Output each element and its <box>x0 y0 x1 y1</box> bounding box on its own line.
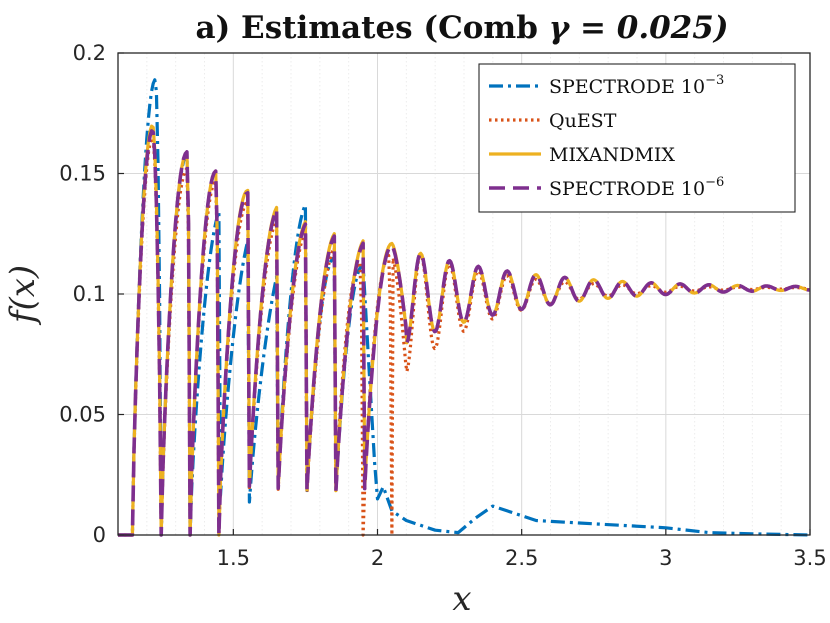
x-tick-label: 2.5 <box>505 546 538 570</box>
data-point <box>277 205 281 209</box>
legend-label: SPECTRODE 10−3 <box>549 73 724 98</box>
legend-label: QuEST <box>549 110 617 132</box>
legend-label: MIXANDMIX <box>549 144 675 166</box>
data-point <box>306 200 310 204</box>
data-point <box>151 123 155 127</box>
y-tick-label: 0.15 <box>59 162 106 186</box>
data-point <box>257 215 261 219</box>
data-point <box>364 239 368 243</box>
data-point <box>185 150 189 154</box>
y-tick-label: 0.2 <box>73 41 106 65</box>
x-tick-label: 3.5 <box>793 546 826 570</box>
title-gamma: γ = 0.025) <box>549 10 729 46</box>
series-layer <box>118 78 811 537</box>
x-axis-label: x <box>452 579 471 619</box>
legend-label: SPECTRODE 10−6 <box>549 175 724 200</box>
data-point <box>214 169 218 173</box>
ticks: 1.5 2 2.5 3 3.5 0 0.05 0.1 0.15 0.2 <box>59 41 826 570</box>
data-point <box>390 244 394 248</box>
data-point <box>306 220 310 224</box>
y-tick-label: 0.1 <box>73 282 106 306</box>
data-point <box>223 200 227 204</box>
series-line-spectrode-10-6 <box>118 129 811 537</box>
x-tick-label: 1.5 <box>217 546 250 570</box>
y-axis-label: f(x) <box>3 265 43 326</box>
data-point <box>151 128 155 132</box>
y-tick-label: 0.05 <box>59 403 106 427</box>
legend: SPECTRODE 10−3 QuEST MIXANDMIX SPECTRODE 10… <box>478 63 796 213</box>
data-point <box>335 232 339 236</box>
y-tick-label: 0 <box>93 523 106 547</box>
data-point <box>295 227 299 231</box>
chart-title: a) Estimates (Comb γ = 0.025) <box>196 10 729 46</box>
data-point <box>153 78 157 82</box>
data-point <box>246 191 250 195</box>
title-prefix: a) Estimates (Comb <box>196 10 538 46</box>
legend-box <box>478 63 796 213</box>
x-tick-label: 3 <box>659 546 672 570</box>
x-tick-label: 2 <box>371 546 384 570</box>
